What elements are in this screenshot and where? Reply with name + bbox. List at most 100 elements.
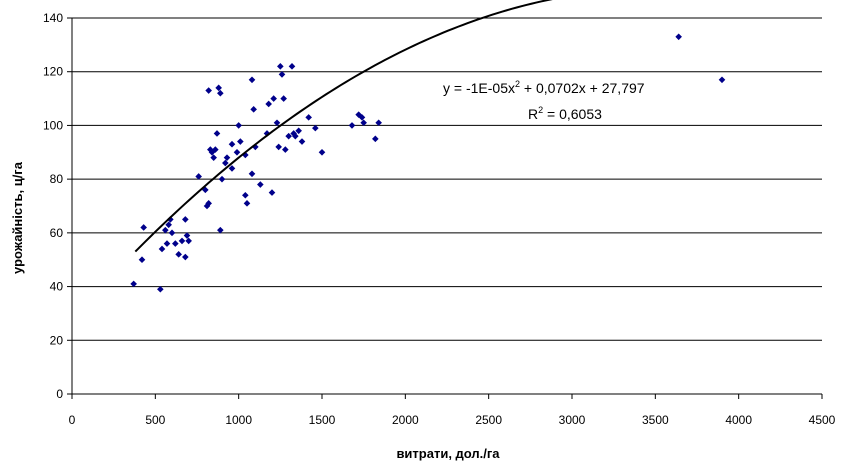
equation-suffix: + 0,0702x + 27,797 (520, 80, 645, 96)
r2-suffix: = 0,6053 (543, 106, 602, 122)
x-tick-label: 4000 (725, 413, 752, 427)
data-point (215, 84, 222, 92)
data-point (295, 127, 302, 135)
data-point (298, 138, 306, 145)
r-squared-label: R2 = 0,6053 (528, 105, 602, 122)
trendline-curve (134, 0, 553, 253)
r2-prefix: R (528, 106, 538, 122)
r2-exponent: 2 (538, 105, 543, 115)
data-point (172, 240, 179, 247)
data-point (228, 165, 236, 172)
data-point (355, 111, 362, 118)
data-point (168, 229, 176, 237)
x-tick-label: 0 (69, 413, 76, 427)
data-point (175, 251, 182, 258)
data-point (280, 95, 287, 102)
data-point (372, 135, 379, 143)
data-point (252, 143, 259, 151)
data-point (205, 200, 212, 207)
data-point (185, 237, 192, 245)
data-point (278, 71, 286, 78)
data-point (312, 124, 319, 132)
data-point (163, 240, 171, 247)
y-tick-label: 60 (50, 226, 64, 240)
data-point (292, 132, 299, 140)
x-tick-label: 500 (145, 413, 165, 427)
data-point (285, 132, 292, 140)
data-point (288, 63, 296, 70)
data-point (217, 89, 224, 97)
x-tick-label: 2000 (392, 413, 419, 427)
data-point (270, 95, 277, 102)
equation-exponent: 2 (515, 79, 520, 89)
data-point (242, 151, 249, 159)
grid-lines (72, 17, 822, 341)
y-tick-label: 100 (43, 118, 63, 132)
tick-labels: 0 20 40 60 80 100 120 140 0 500 1000 1500 2000 2500 30… (43, 11, 836, 427)
data-point (248, 170, 256, 178)
data-point (207, 146, 214, 153)
y-axis-title: урожайність, ц/га (10, 161, 25, 274)
data-point (157, 285, 164, 293)
data-point (158, 245, 166, 253)
data-point (138, 256, 146, 264)
data-point (182, 253, 189, 261)
data-point (237, 138, 244, 145)
data-point (348, 122, 356, 129)
data-point (222, 159, 229, 167)
data-point (217, 226, 224, 234)
x-axis-title: витрати, дол./га (396, 446, 500, 461)
data-point (218, 175, 226, 183)
data-point (205, 87, 212, 94)
data-point (718, 76, 726, 84)
y-tick-label: 140 (43, 11, 63, 25)
data-point (248, 76, 256, 84)
data-point (257, 181, 264, 188)
x-tick-label: 3500 (642, 413, 669, 427)
data-point (273, 119, 281, 127)
axes (67, 17, 823, 399)
data-point (305, 114, 312, 121)
data-points (130, 33, 726, 293)
data-point (213, 130, 221, 137)
x-tick-label: 2500 (475, 413, 502, 427)
data-point (210, 154, 217, 161)
trendline (134, 0, 553, 253)
data-point (358, 114, 366, 121)
data-point (162, 226, 169, 234)
data-point (167, 216, 174, 223)
data-point (360, 119, 367, 127)
x-tick-label: 4500 (809, 413, 836, 427)
data-point (277, 63, 284, 70)
equation-prefix: y = -1E-05x (443, 80, 515, 96)
data-point (242, 191, 249, 199)
data-point (265, 100, 272, 108)
data-point (282, 146, 289, 153)
trendline-equation: y = -1E-05x2 + 0,0702x + 27,797 (443, 79, 645, 96)
data-point (375, 119, 382, 127)
x-tick-label: 1500 (309, 413, 336, 427)
x-tick-label: 1000 (225, 413, 252, 427)
y-tick-label: 120 (43, 65, 63, 79)
data-point (233, 148, 241, 156)
data-point (318, 148, 326, 156)
data-point (243, 200, 251, 207)
data-point (275, 143, 282, 151)
data-point (182, 216, 189, 223)
y-tick-label: 0 (56, 387, 63, 401)
data-point (675, 33, 682, 41)
x-tick-label: 3000 (559, 413, 586, 427)
data-point (183, 232, 191, 239)
y-tick-label: 20 (50, 333, 64, 347)
data-point (140, 224, 147, 231)
data-point (212, 146, 219, 153)
data-point (165, 221, 172, 229)
y-tick-label: 80 (50, 172, 64, 186)
data-point (290, 130, 297, 137)
y-tick-label: 40 (50, 280, 64, 294)
data-point (130, 280, 137, 288)
data-point (268, 189, 276, 196)
data-point (250, 106, 257, 113)
data-point (195, 173, 202, 180)
